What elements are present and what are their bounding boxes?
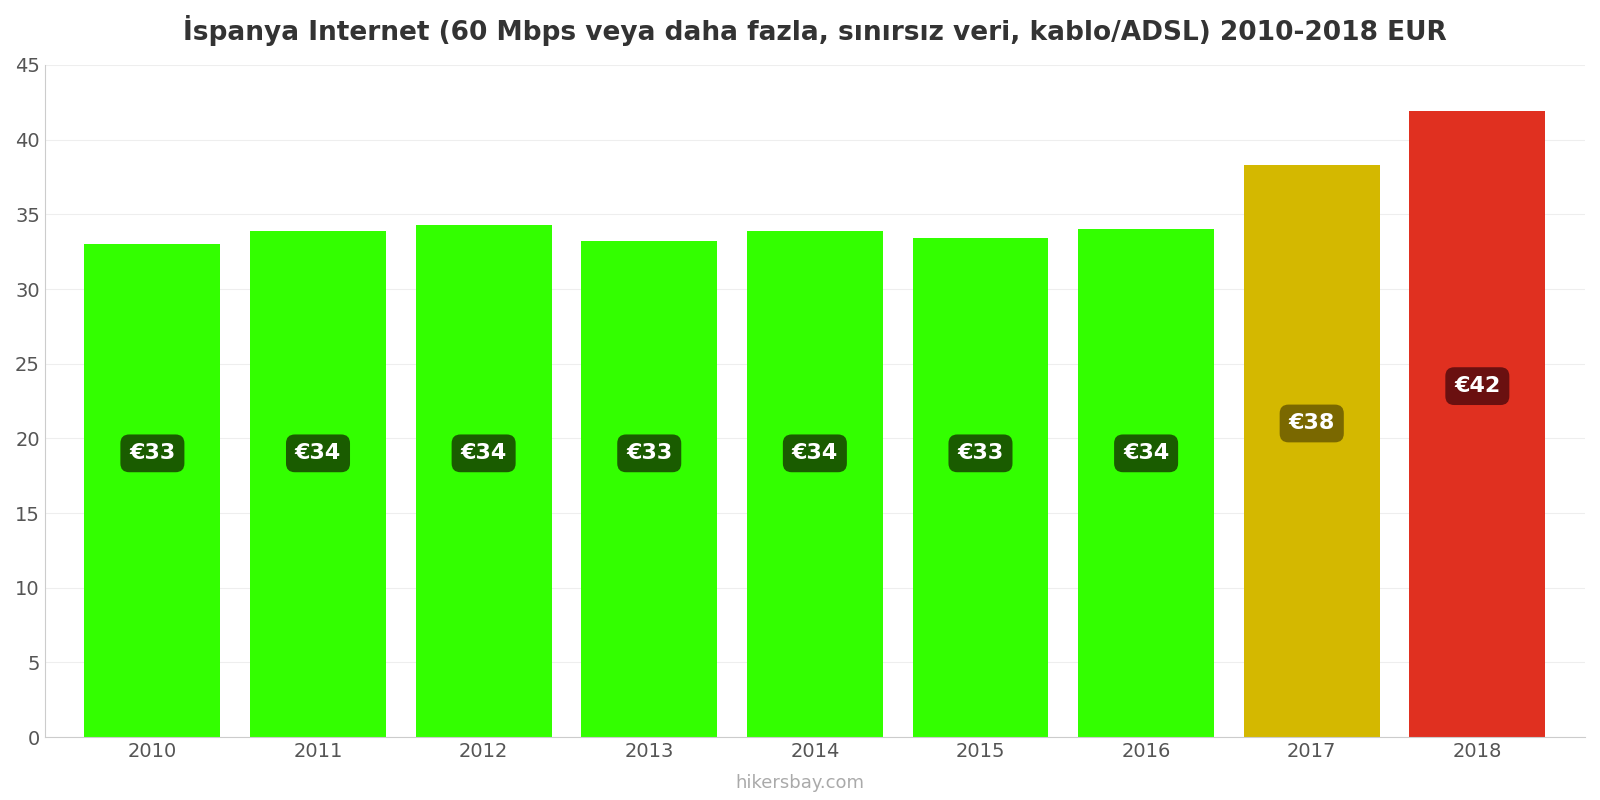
Bar	[85, 244, 221, 737]
Bar	[747, 230, 883, 737]
Text: €38: €38	[1288, 414, 1334, 434]
Bar	[416, 225, 552, 737]
Text: €34: €34	[792, 443, 838, 463]
Text: €34: €34	[1123, 443, 1170, 463]
Text: €33: €33	[130, 443, 176, 463]
Text: €33: €33	[957, 443, 1003, 463]
Bar	[1410, 111, 1546, 737]
Bar	[912, 238, 1048, 737]
Text: hikersbay.com: hikersbay.com	[736, 774, 864, 792]
Text: €34: €34	[461, 443, 507, 463]
Bar	[1078, 230, 1214, 737]
Title: İspanya Internet (60 Mbps veya daha fazla, sınırsız veri, kablo/ADSL) 2010-2018 : İspanya Internet (60 Mbps veya daha fazl…	[182, 15, 1446, 46]
Bar	[250, 230, 386, 737]
Bar	[1243, 165, 1379, 737]
Text: €34: €34	[294, 443, 341, 463]
Bar	[581, 242, 717, 737]
Text: €42: €42	[1454, 376, 1501, 396]
Text: €33: €33	[626, 443, 672, 463]
